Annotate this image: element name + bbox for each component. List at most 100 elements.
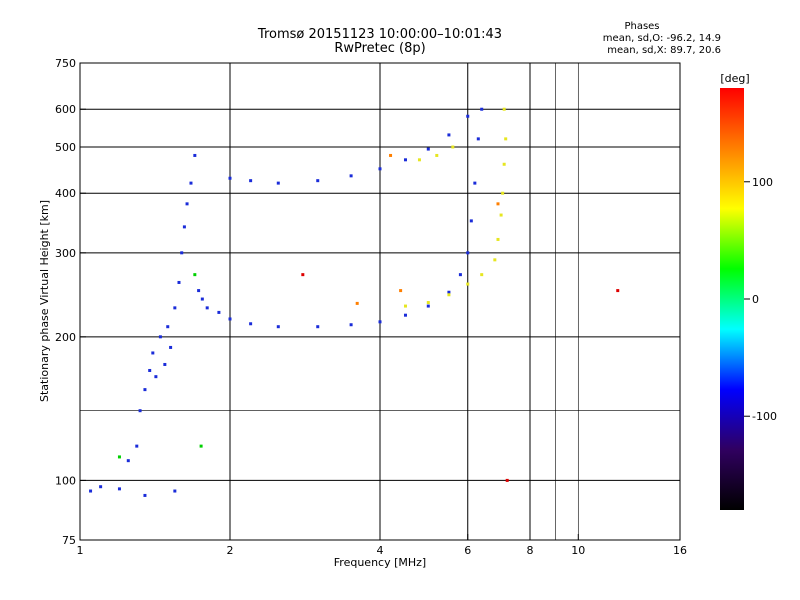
data-point (502, 107, 506, 111)
data-point (378, 167, 382, 171)
data-point (154, 375, 158, 379)
data-point (451, 145, 455, 149)
x-tick-label: 2 (227, 544, 234, 557)
data-point (205, 306, 209, 310)
data-point (355, 301, 359, 305)
data-point (228, 176, 232, 180)
data-point (193, 273, 197, 277)
data-point (426, 304, 430, 308)
data-point (349, 174, 353, 178)
data-point (217, 310, 221, 314)
data-point (403, 313, 407, 317)
data-point (193, 153, 197, 157)
data-point (476, 137, 480, 141)
x-tick-label: 6 (464, 544, 471, 557)
data-point (173, 489, 177, 493)
data-points (89, 107, 620, 497)
data-point (316, 325, 320, 329)
data-point (276, 181, 280, 185)
data-point (117, 455, 121, 459)
data-point (126, 459, 130, 463)
data-point (480, 107, 484, 111)
colorbar-ticks: 100 0 -100 (744, 176, 777, 423)
colorbar-label: [deg] (720, 72, 749, 85)
data-point (499, 213, 503, 217)
data-point (148, 368, 152, 372)
x-tick-label: 10 (571, 544, 585, 557)
y-tick-label: 600 (55, 103, 76, 116)
colorbar-tick-label: 100 (752, 176, 773, 189)
data-point (182, 225, 186, 229)
data-point (496, 202, 500, 206)
chart-subtitle: RwPretec (8p) (334, 41, 425, 56)
data-point (138, 409, 142, 413)
x-tick-label: 1 (77, 544, 84, 557)
data-point (249, 179, 253, 183)
phase-info-x-mode: mean, sd,X: 89.7, 20.6 (607, 45, 721, 56)
data-point (473, 181, 477, 185)
data-point (426, 147, 430, 151)
data-point (166, 325, 170, 329)
data-point (469, 219, 473, 223)
data-point (466, 251, 470, 255)
y-tick-label: 750 (55, 57, 76, 70)
data-point (249, 322, 253, 326)
x-axis-label: Frequency [MHz] (334, 556, 426, 569)
data-point (496, 237, 500, 241)
y-tick-label: 75 (62, 534, 76, 547)
data-point (616, 289, 620, 293)
data-point (276, 325, 280, 329)
data-point (504, 137, 508, 141)
y-axis-label: Stationary phase Virtual Height [km] (38, 200, 51, 402)
data-point (177, 280, 181, 284)
data-point (200, 297, 204, 301)
data-point (480, 273, 484, 277)
colorbar: [deg] 100 0 -100 (720, 72, 777, 510)
data-point (403, 304, 407, 308)
data-point (158, 335, 162, 339)
data-point (151, 351, 155, 355)
y-tick-label: 400 (55, 187, 76, 200)
data-point (301, 273, 305, 277)
data-point (349, 323, 353, 327)
grid-lines (80, 63, 680, 540)
colorbar-tick-label: 0 (752, 293, 759, 306)
data-point (89, 489, 93, 493)
data-point (399, 289, 403, 293)
data-point (493, 258, 497, 262)
colorbar-gradient (720, 88, 744, 510)
data-point (447, 290, 451, 294)
data-point (180, 251, 184, 255)
data-point (447, 293, 451, 297)
x-tick-label: 4 (377, 544, 384, 557)
x-tick-label: 8 (527, 544, 534, 557)
plot-area: 1 2 4 6 8 10 16 75 100 200 300 400 500 600 750 (55, 57, 687, 557)
data-point (502, 162, 506, 166)
data-point (403, 158, 407, 162)
data-point (501, 191, 505, 195)
y-tick-label: 500 (55, 141, 76, 154)
colorbar-tick-label: -100 (752, 410, 777, 423)
chart-title: Tromsø 20151123 10:00:00–10:01:43 (257, 27, 502, 42)
x-tick-label: 16 (673, 544, 687, 557)
data-point (466, 282, 470, 286)
y-tick-label: 300 (55, 247, 76, 260)
data-point (185, 202, 189, 206)
data-point (228, 317, 232, 321)
data-point (316, 179, 320, 183)
phase-info-o-mode: mean, sd,O: -96.2, 14.9 (603, 33, 721, 44)
data-point (447, 133, 451, 137)
data-point (135, 444, 139, 448)
data-point (189, 181, 193, 185)
data-point (163, 362, 167, 366)
data-point (117, 487, 121, 491)
data-point (466, 114, 470, 118)
data-point (378, 320, 382, 324)
data-point (505, 478, 509, 482)
data-point (389, 153, 393, 157)
x-axis-ticks: 1 2 4 6 8 10 16 (77, 534, 687, 557)
data-point (199, 444, 203, 448)
data-point (435, 153, 439, 157)
data-point (417, 158, 421, 162)
